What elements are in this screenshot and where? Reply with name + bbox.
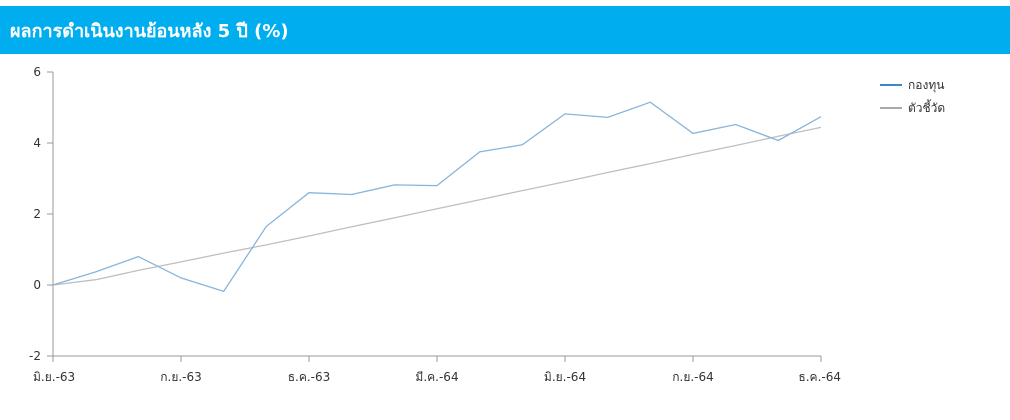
- x-tick-label: มี.ค.-64: [415, 370, 458, 384]
- benchmark-series-line: [52, 126, 822, 286]
- chart-header-bar: ผลการดำเนินงานย้อนหลัง 5 ปี (%): [0, 6, 1010, 54]
- legend-fund-label: กองทุน: [908, 78, 944, 93]
- x-tick-label: มิ.ย.-63: [33, 370, 75, 384]
- y-tick-label: 2: [33, 207, 41, 221]
- x-tick-label: ก.ย.-64: [672, 370, 714, 384]
- chart-area: -2 0 2 4 6 มิ.ย.-63 ก.ย.-63 ธ.ค.-63 มี.ค.-64 มิ.ย…: [0, 54, 1010, 416]
- y-tick-label: 6: [33, 65, 41, 79]
- fund-series-line: [52, 101, 822, 293]
- y-tick-label: 4: [33, 136, 41, 150]
- performance-line-chart: -2 0 2 4 6 มิ.ย.-63 ก.ย.-63 ธ.ค.-63 มี.ค.-64 มิ.ย…: [29, 65, 945, 384]
- x-tick-label: ธ.ค.-64: [798, 370, 841, 384]
- legend-benchmark-label: ตัวชี้วัด: [908, 99, 945, 115]
- y-tick-label: -2: [29, 349, 41, 363]
- x-tick-label: มิ.ย.-64: [544, 370, 586, 384]
- x-tick-label: ก.ย.-63: [160, 370, 202, 384]
- x-tick-label: ธ.ค.-63: [288, 370, 331, 384]
- y-tick-label: 0: [33, 278, 41, 292]
- chart-title: ผลการดำเนินงานย้อนหลัง 5 ปี (%): [10, 20, 289, 42]
